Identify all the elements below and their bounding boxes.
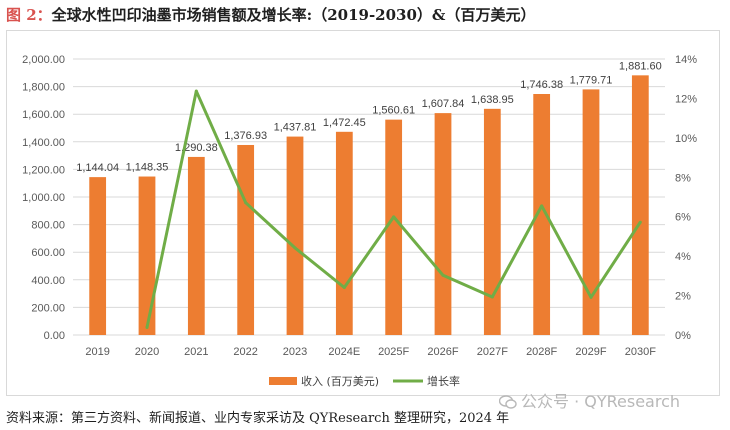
y-left-tick-label: 200.00 — [31, 302, 65, 314]
y-right-tick-label: 4% — [675, 251, 691, 263]
bar-data-label: 1,376.93 — [224, 130, 267, 142]
bar-data-label: 1,437.81 — [274, 122, 317, 134]
y-left-tick-label: 1,400.00 — [22, 137, 65, 149]
legend-label-revenue: 收入 (百万美元) — [301, 374, 379, 388]
bar-data-label: 1,290.38 — [175, 142, 218, 154]
y-left-tick-label: 1,200.00 — [22, 164, 65, 176]
y-right-tick-label: 6% — [675, 212, 691, 224]
wechat-icon — [499, 395, 517, 409]
bar-data-label: 1,746.38 — [520, 79, 563, 91]
bar-data-label: 1,881.60 — [619, 60, 662, 72]
bar — [237, 144, 255, 335]
y-axis-left: 0.00 200.00 400.00 600.00 800.00 1,000.00 1,20… — [22, 54, 65, 342]
growth-rate-point — [293, 246, 297, 250]
x-axis: 2019 2020 2021 2022 2023 2024E 2025F 2026F 2027F… — [85, 346, 656, 358]
x-tick-label: 2023 — [283, 346, 307, 358]
x-tick-label: 2025F — [378, 346, 409, 358]
bar-data-label: 1,560.61 — [372, 105, 415, 117]
bar — [385, 119, 403, 335]
growth-rate-point — [540, 204, 544, 208]
figure-title: 图 2：全球水性凹印油墨市场销售额及增长率:（2019-2030）&（百万美元） — [6, 4, 535, 25]
y-left-tick-label: 400.00 — [31, 275, 65, 287]
bar-data-label: 1,638.95 — [471, 94, 514, 106]
watermark-text: 公众号 · QYResearch — [521, 392, 681, 411]
bar-series — [89, 75, 649, 336]
growth-rate-point — [342, 285, 346, 289]
y-right-tick-label: 8% — [675, 172, 691, 184]
x-tick-label: 2027F — [477, 346, 508, 358]
growth-rate-point — [194, 89, 198, 93]
y-left-tick-label: 1,600.00 — [22, 109, 65, 121]
bar-data-labels: 1,144.04 1,148.35 1,290.38 1,376.93 1,437.81… — [76, 60, 661, 174]
bar — [582, 89, 600, 335]
x-tick-label: 2021 — [184, 346, 208, 358]
y-left-tick-label: 1,800.00 — [22, 82, 65, 94]
chart: 1,144.04 1,148.35 1,290.38 1,376.93 1,437.81… — [22, 54, 697, 388]
bar-data-label: 1,472.45 — [323, 117, 366, 129]
growth-rate-point — [244, 201, 248, 205]
y-left-tick-label: 2,000.00 — [22, 54, 65, 66]
bar-data-label: 1,607.84 — [422, 98, 465, 110]
gridlines — [73, 58, 665, 336]
x-tick-label: 2028F — [526, 346, 557, 358]
growth-rate-point — [441, 273, 445, 277]
growth-rate-point — [490, 295, 494, 299]
watermark: 公众号 · QYResearch — [499, 388, 680, 412]
y-left-tick-label: 0.00 — [44, 330, 65, 342]
y-left-tick-label: 1,000.00 — [22, 192, 65, 204]
bar — [631, 75, 649, 335]
y-right-tick-label: 0% — [675, 330, 691, 342]
x-tick-label: 2024E — [328, 346, 360, 358]
x-tick-label: 2022 — [233, 346, 257, 358]
y-left-tick-label: 800.00 — [31, 220, 65, 232]
bar — [335, 131, 353, 335]
bar-data-label: 1,144.04 — [76, 162, 119, 174]
bar — [138, 176, 156, 335]
y-right-tick-label: 10% — [675, 133, 697, 145]
growth-rate-point — [638, 220, 642, 224]
bar — [89, 177, 107, 335]
source-note: 资料来源：第三方资料、新闻报道、业内专家采访及 QYResearch 整理研究，… — [6, 411, 510, 426]
growth-rate-point — [145, 326, 149, 330]
x-tick-label: 2020 — [135, 346, 159, 358]
legend-label-growth: 增长率 — [427, 374, 460, 388]
x-tick-label: 2026F — [427, 346, 458, 358]
bar — [434, 113, 452, 336]
y-right-tick-label: 14% — [675, 54, 697, 66]
bar — [533, 93, 551, 335]
y-left-tick-label: 600.00 — [31, 247, 65, 259]
y-right-tick-label: 12% — [675, 93, 697, 105]
y-right-tick-label: 2% — [675, 291, 691, 303]
line-series — [145, 89, 642, 330]
bar-data-label: 1,779.71 — [570, 74, 613, 86]
figure-label: 图 2： — [6, 6, 52, 24]
bar — [286, 136, 304, 335]
figure-title-text: 全球水性凹印油墨市场销售额及增长率:（2019-2030）&（百万美元） — [51, 6, 536, 24]
bar-data-label: 1,148.35 — [126, 162, 169, 174]
y-axis-right: 0% 2% 4% 6% 8% 10% 12% 14% — [675, 54, 697, 342]
legend-swatch-revenue — [269, 377, 297, 385]
x-tick-label: 2029F — [575, 346, 606, 358]
x-tick-label: 2030F — [625, 346, 656, 358]
chart-frame: 1,144.04 1,148.35 1,290.38 1,376.93 1,437.81… — [6, 30, 720, 396]
bar — [483, 108, 501, 336]
growth-rate-point — [589, 295, 593, 299]
x-tick-label: 2019 — [85, 346, 109, 358]
bar — [187, 156, 205, 335]
legend: 收入 (百万美元) 增长率 — [269, 374, 460, 388]
growth-rate-point — [392, 215, 396, 219]
